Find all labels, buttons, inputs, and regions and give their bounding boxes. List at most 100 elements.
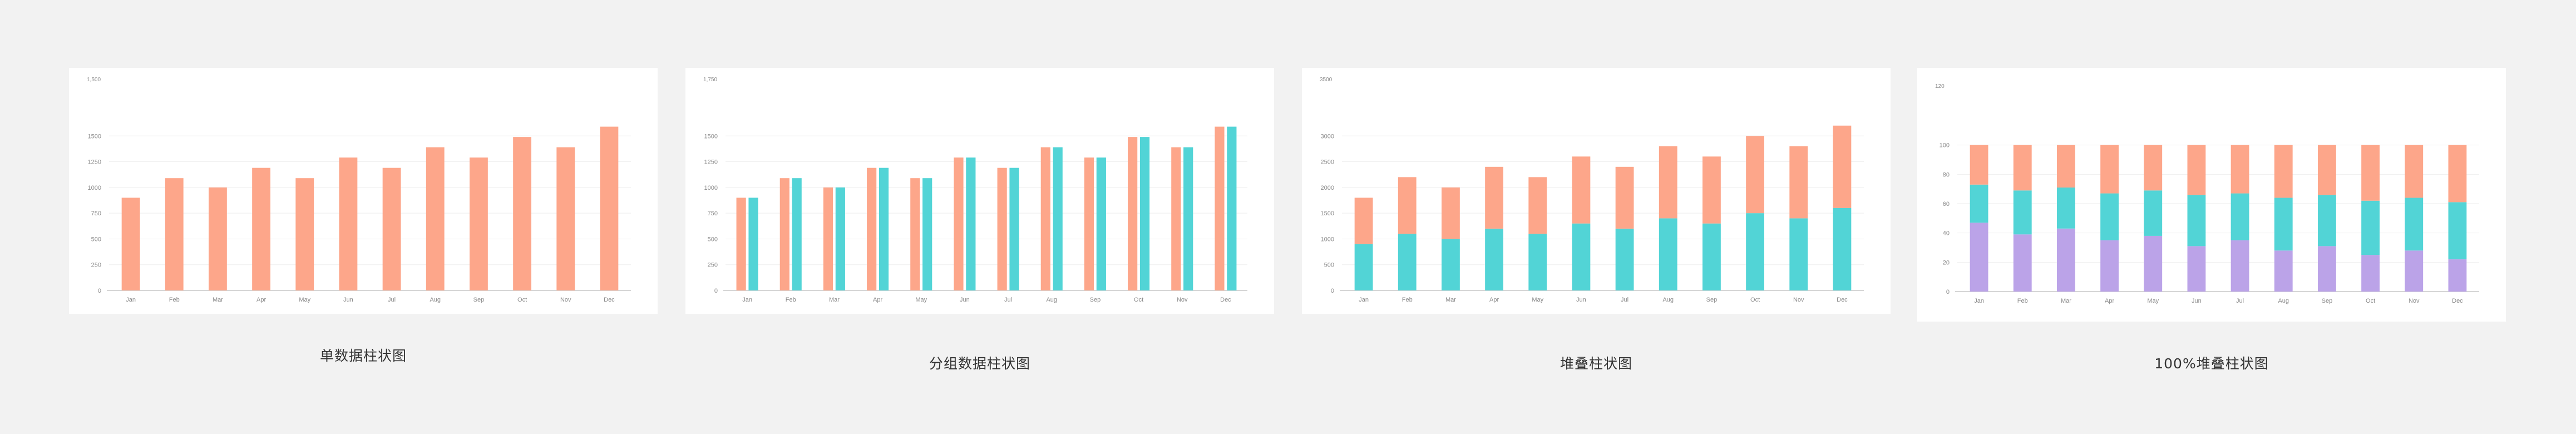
y-unit-label: 1,750 [703,77,717,83]
bar-teal-sep [2318,195,2336,246]
bar-orange-jul [2230,145,2249,194]
x-tick-label: Mar [829,297,840,303]
x-tick-label: Jul [1621,297,1628,303]
chart-panel-percent: 120 0 20 40 60 80 100 Jan Feb Mar Apr May Jun Jul Aug S… [1917,68,2506,322]
x-tick-label: Sep [1090,297,1101,303]
bar-teal-mar [835,187,845,290]
bar-teal-jan [1970,184,1988,223]
bar-teal-feb [792,178,802,290]
chart-caption-percent: 100%堆叠柱状图 [2154,356,2269,372]
y-tick-label: 0 [1946,289,1950,295]
x-tick-label: Sep [473,297,485,303]
bar-dec [600,126,619,290]
bar-teal-jul [2230,193,2249,240]
bar-teal-feb [2013,190,2032,235]
bar-orange-sep [1702,156,1721,224]
bar-orange-mar [1442,187,1460,239]
bar-orange-mar [823,187,833,290]
bar-teal-aug [1659,218,1677,290]
stacked-bar-chart: 3500 0 500 1000 1500 2000 2500 3000 Jan Feb Mar Apr… [1320,77,1864,303]
y-tick-label: 80 [1943,171,1950,178]
bar-purple-mar [2057,228,2075,292]
x-tick-label: Feb [2017,298,2028,304]
bar-orange-aug [2274,145,2293,198]
x-tick-label: Jun [1576,297,1586,303]
bar-teal-apr [879,167,889,290]
bar-teal-dec [1833,208,1852,290]
bar-teal-dec [1227,126,1237,290]
bar-feb [165,178,184,290]
x-tick-label: May [299,297,310,303]
x-tick-label: Aug [430,297,441,303]
y-tick-label: 500 [1324,262,1334,269]
bar-orange-aug [1040,147,1050,290]
bar-purple-jun [2187,246,2206,292]
bar-orange-dec [1833,125,1852,208]
bar-teal-sep [1096,157,1106,290]
y-tick-label: 2500 [1321,159,1334,166]
y-tick-label: 500 [708,236,718,243]
bar-purple-may [2144,235,2163,292]
x-tick-label: Jan [126,297,136,303]
y-tick-label: 750 [708,210,718,217]
x-tick-label: Dec [1220,297,1231,303]
x-tick-label: Mar [2061,298,2071,304]
x-tick-label: Nov [2409,298,2420,304]
x-tick-label: Oct [517,297,527,303]
bar-orange-nov [1171,147,1181,290]
bar-teal-nov [1183,147,1193,290]
x-tick-label: May [915,297,927,303]
x-tick-label: Dec [2452,298,2463,304]
x-tick-label: Mar [1445,297,1456,303]
bar-orange-nov [1789,146,1808,219]
y-tick-label: 500 [91,236,101,243]
y-tick-label: 1250 [704,159,718,166]
bar-orange-may [1528,177,1547,234]
x-tick-label: Nov [1177,297,1188,303]
bar-teal-dec [2448,202,2467,260]
y-tick-label: 1500 [88,133,101,140]
bar-orange-apr [2100,145,2119,194]
x-tick-label: Oct [2366,298,2375,304]
bar-nov [556,147,575,290]
bar-teal-feb [1398,234,1417,290]
chart-caption-single: 单数据柱状图 [319,348,407,364]
x-tick-label: Feb [169,297,180,303]
bar-aug [426,147,445,290]
bar-teal-jun [966,157,976,290]
chart-panel-grouped: 1,750 0 250 500 750 1000 1250 1500 Jan Feb Mar Apr M… [685,68,1274,314]
bar-orange-sep [2318,145,2336,195]
bar-jan [121,198,140,290]
y-tick-label: 750 [91,210,101,217]
y-tick-label: 1500 [704,133,718,140]
bar-orange-nov [2405,145,2424,198]
bar-orange-feb [779,178,789,290]
bar-teal-nov [2405,198,2424,251]
bar-teal-jan [1354,244,1373,290]
x-tick-label: Jan [1974,298,1984,304]
bar-orange-oct [1746,136,1764,214]
y-tick-label: 60 [1943,201,1950,208]
bar-orange-apr [867,167,877,290]
x-tick-label: Apr [873,297,882,303]
bar-orange-may [2144,145,2163,191]
bar-orange-feb [2013,145,2032,191]
bar-jul [382,167,401,290]
y-tick-label: 3000 [1321,133,1334,140]
bar-purple-jul [2230,240,2249,292]
bar-teal-jul [1615,228,1634,290]
bar-orange-jan [1354,198,1373,244]
x-tick-label: Jul [2236,298,2244,304]
bar-purple-oct [2361,255,2380,292]
bar-teal-apr [2100,193,2119,240]
x-tick-label: Aug [2278,298,2289,304]
bar-teal-aug [2274,198,2293,251]
y-tick-label: 1250 [88,159,101,166]
y-unit-label: 120 [1935,83,1945,90]
x-tick-label: Apr [1489,297,1499,303]
y-unit-label: 3500 [1320,77,1333,83]
y-tick-label: 250 [708,262,718,269]
chart-panel-stacked: 3500 0 500 1000 1500 2000 2500 3000 Jan Feb Mar Apr… [1302,68,1891,314]
bar-may [295,178,314,290]
bar-oct [513,137,531,290]
